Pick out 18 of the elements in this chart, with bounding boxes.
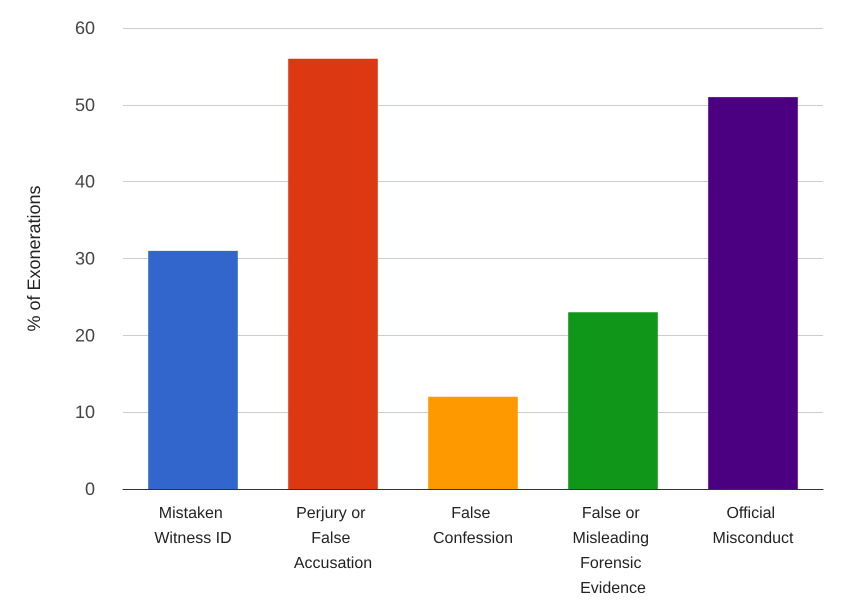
x-tick-label: Official Misconduct xyxy=(712,505,794,547)
y-tick-label: 60 xyxy=(74,18,95,38)
y-tick-label: 50 xyxy=(74,94,95,115)
y-tick-label: 30 xyxy=(74,248,95,268)
y-tick-label: 20 xyxy=(74,325,95,346)
y-axis-title: % of Exonerations xyxy=(24,185,44,332)
bar xyxy=(708,97,798,489)
x-tick-label: False or Misleading Forensic Evidence xyxy=(572,505,654,597)
y-tick-label: 10 xyxy=(74,402,95,422)
x-tick-label: Perjury or False Accusation xyxy=(294,505,372,572)
y-tick-label: 40 xyxy=(74,172,95,192)
bar xyxy=(148,250,238,489)
x-tick-label: False Confession xyxy=(432,505,514,547)
x-tick-label: Mistaken Witness ID xyxy=(154,505,232,547)
bar xyxy=(568,312,658,489)
bar xyxy=(288,58,378,489)
y-tick-label: 0 xyxy=(84,479,95,499)
bar xyxy=(428,396,518,489)
